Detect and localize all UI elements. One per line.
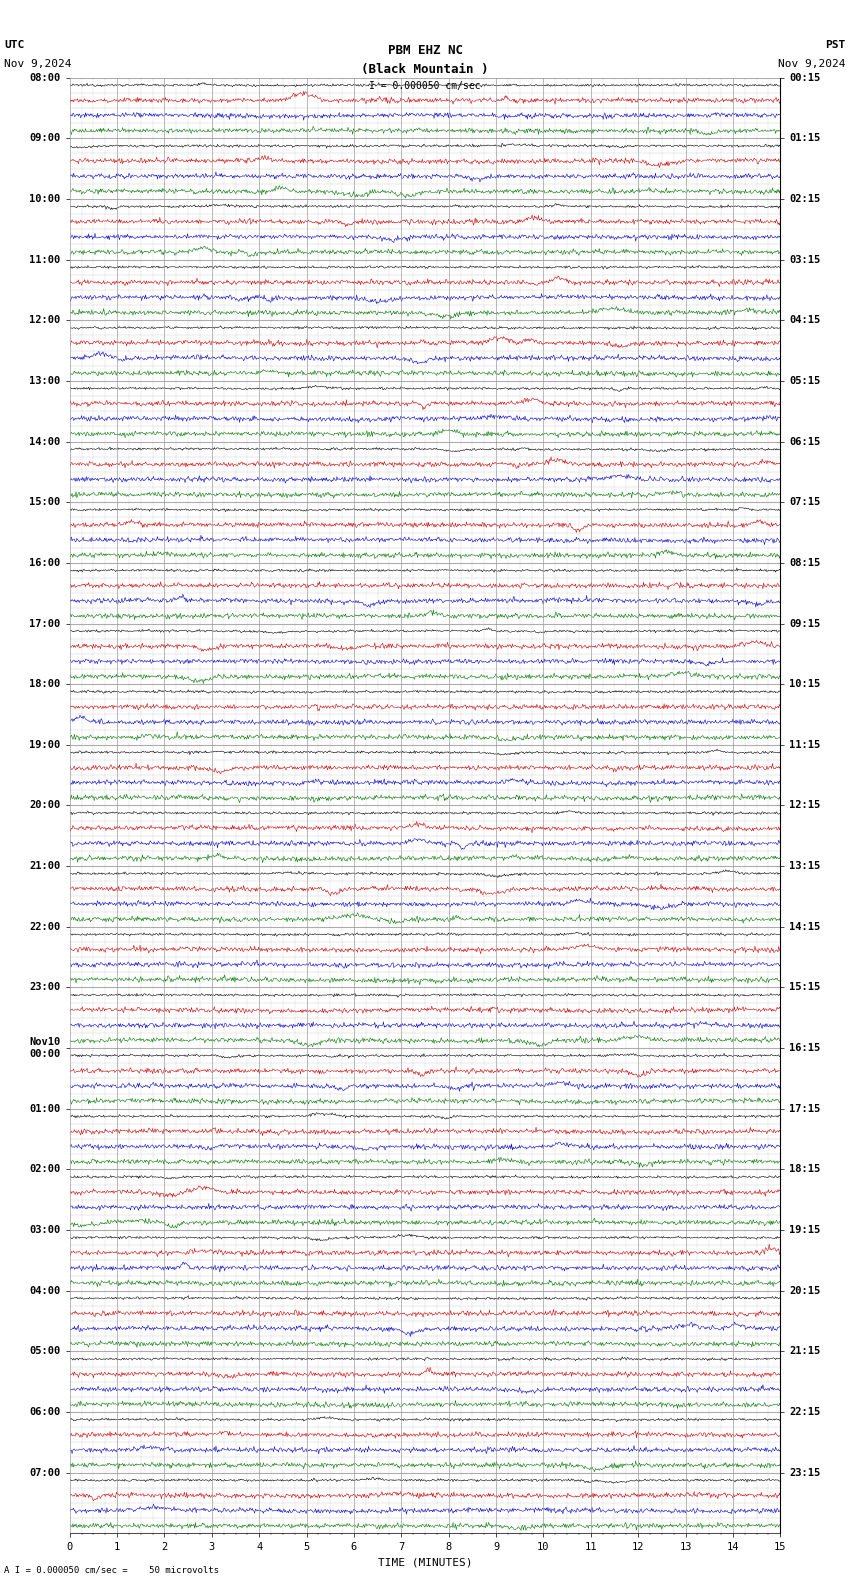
Text: Nov 9,2024: Nov 9,2024 [4,59,71,68]
Text: Nov 9,2024: Nov 9,2024 [779,59,846,68]
Text: I = 0.000050 cm/sec: I = 0.000050 cm/sec [369,81,481,90]
Text: (Black Mountain ): (Black Mountain ) [361,63,489,76]
X-axis label: TIME (MINUTES): TIME (MINUTES) [377,1559,473,1568]
Text: UTC: UTC [4,40,25,49]
Text: A I = 0.000050 cm/sec =    50 microvolts: A I = 0.000050 cm/sec = 50 microvolts [4,1565,219,1574]
Text: PBM EHZ NC: PBM EHZ NC [388,44,462,57]
Text: PST: PST [825,40,846,49]
